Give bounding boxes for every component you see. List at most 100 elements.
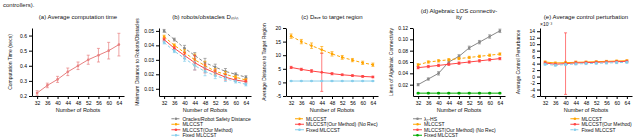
x-tick-label: 40 [309, 100, 315, 106]
y-tick-label: 6 [532, 54, 535, 60]
error-bar [595, 62, 598, 64]
error-bar [300, 39, 303, 43]
series [544, 61, 629, 67]
x-tick-label: 56 [350, 100, 356, 106]
y-tick-mark [537, 96, 540, 97]
point [595, 62, 598, 65]
point [163, 35, 166, 38]
x-tick-mark [363, 96, 364, 99]
series [290, 53, 375, 91]
error-bar [320, 53, 323, 91]
y-tick-mark [283, 28, 286, 29]
x-tick-mark [586, 96, 587, 99]
point [544, 61, 547, 64]
x-tick: 52 [86, 96, 92, 106]
x-tick: 36 [299, 96, 305, 106]
error-bar [488, 54, 491, 56]
point [427, 78, 430, 81]
error-bar [574, 63, 577, 65]
figure-annotation: controllers). [3, 2, 35, 8]
x-axis-title: Number of Robots [564, 107, 609, 113]
x-tick-label: 36 [426, 100, 432, 106]
x-tick: 60 [614, 96, 620, 106]
x-tick-label: 52 [594, 100, 600, 106]
x-tick-label: 48 [76, 100, 82, 106]
point [427, 61, 430, 64]
legend-marker [574, 128, 577, 131]
error-bar [46, 83, 49, 88]
y-tick: 5 [278, 66, 286, 72]
y-tick-mark [29, 66, 32, 67]
y-tick-mark [156, 45, 159, 46]
legend-label: Fixed MLCCST [306, 127, 340, 133]
point [372, 80, 375, 83]
y-tick-label: 0.4 [20, 63, 27, 69]
error-bar [427, 93, 430, 94]
series [417, 92, 502, 95]
point [468, 47, 471, 50]
error-bar [56, 76, 59, 82]
y-tick-mark [29, 51, 32, 52]
point [417, 83, 420, 86]
error-bar [564, 64, 567, 66]
x-tick-label: 48 [584, 100, 590, 106]
y-tick-mark [283, 82, 286, 83]
legend-marker [574, 123, 577, 126]
error-bar [437, 60, 440, 62]
point [626, 61, 629, 64]
x-tick-mark [332, 96, 333, 99]
x-tick: 56 [477, 96, 483, 106]
error-bar [468, 61, 471, 63]
error-bar [234, 80, 237, 83]
point [605, 62, 608, 65]
title-line: ity [456, 14, 462, 20]
annotation: ×10⁻³ [540, 21, 552, 27]
legend-swatch [413, 129, 422, 130]
x-tick: 44 [446, 96, 452, 106]
error-bar [244, 83, 247, 86]
point [290, 35, 293, 38]
legend-marker [298, 123, 301, 126]
x-tick-mark [555, 96, 556, 99]
error-bar [244, 80, 247, 83]
legend-marker [298, 128, 301, 131]
x-tick: 64 [244, 96, 250, 106]
y-tick: 0.04 [398, 70, 413, 76]
legend-item: Fixed MLCCST [413, 132, 458, 138]
x-tick: 48 [330, 96, 336, 106]
series [544, 33, 629, 95]
x-tick-mark [195, 96, 196, 99]
error-bar [605, 62, 608, 64]
error-bar [478, 60, 481, 62]
x-tick: 36 [45, 96, 51, 106]
x-tick-label: 48 [457, 100, 463, 106]
x-tick-label: 56 [96, 100, 102, 106]
legend-item: Fixed MLCCST [570, 127, 615, 133]
legend-swatch [295, 124, 304, 125]
x-tick: 36 [426, 96, 432, 106]
y-axis-line [540, 29, 541, 97]
x-tick-mark [312, 96, 313, 99]
y-tick: 0.06 [398, 59, 413, 65]
point [173, 47, 176, 50]
point [310, 44, 313, 47]
x-tick: 44 [65, 96, 71, 106]
x-tick-mark [78, 96, 79, 99]
point [245, 80, 248, 83]
x-tick-mark [490, 96, 491, 99]
point [564, 62, 567, 65]
error-bar [458, 62, 461, 64]
series-line [545, 62, 627, 65]
x-tick-mark [627, 96, 628, 99]
error-bar [234, 76, 237, 79]
x-tick: 56 [604, 96, 610, 106]
x-tick-label: 40 [436, 100, 442, 106]
point [331, 72, 334, 75]
point [437, 60, 440, 63]
point [351, 74, 354, 77]
y-tick-mark [29, 81, 32, 82]
series-line [418, 59, 500, 68]
point [320, 80, 323, 83]
point [499, 57, 502, 60]
point [66, 71, 69, 74]
